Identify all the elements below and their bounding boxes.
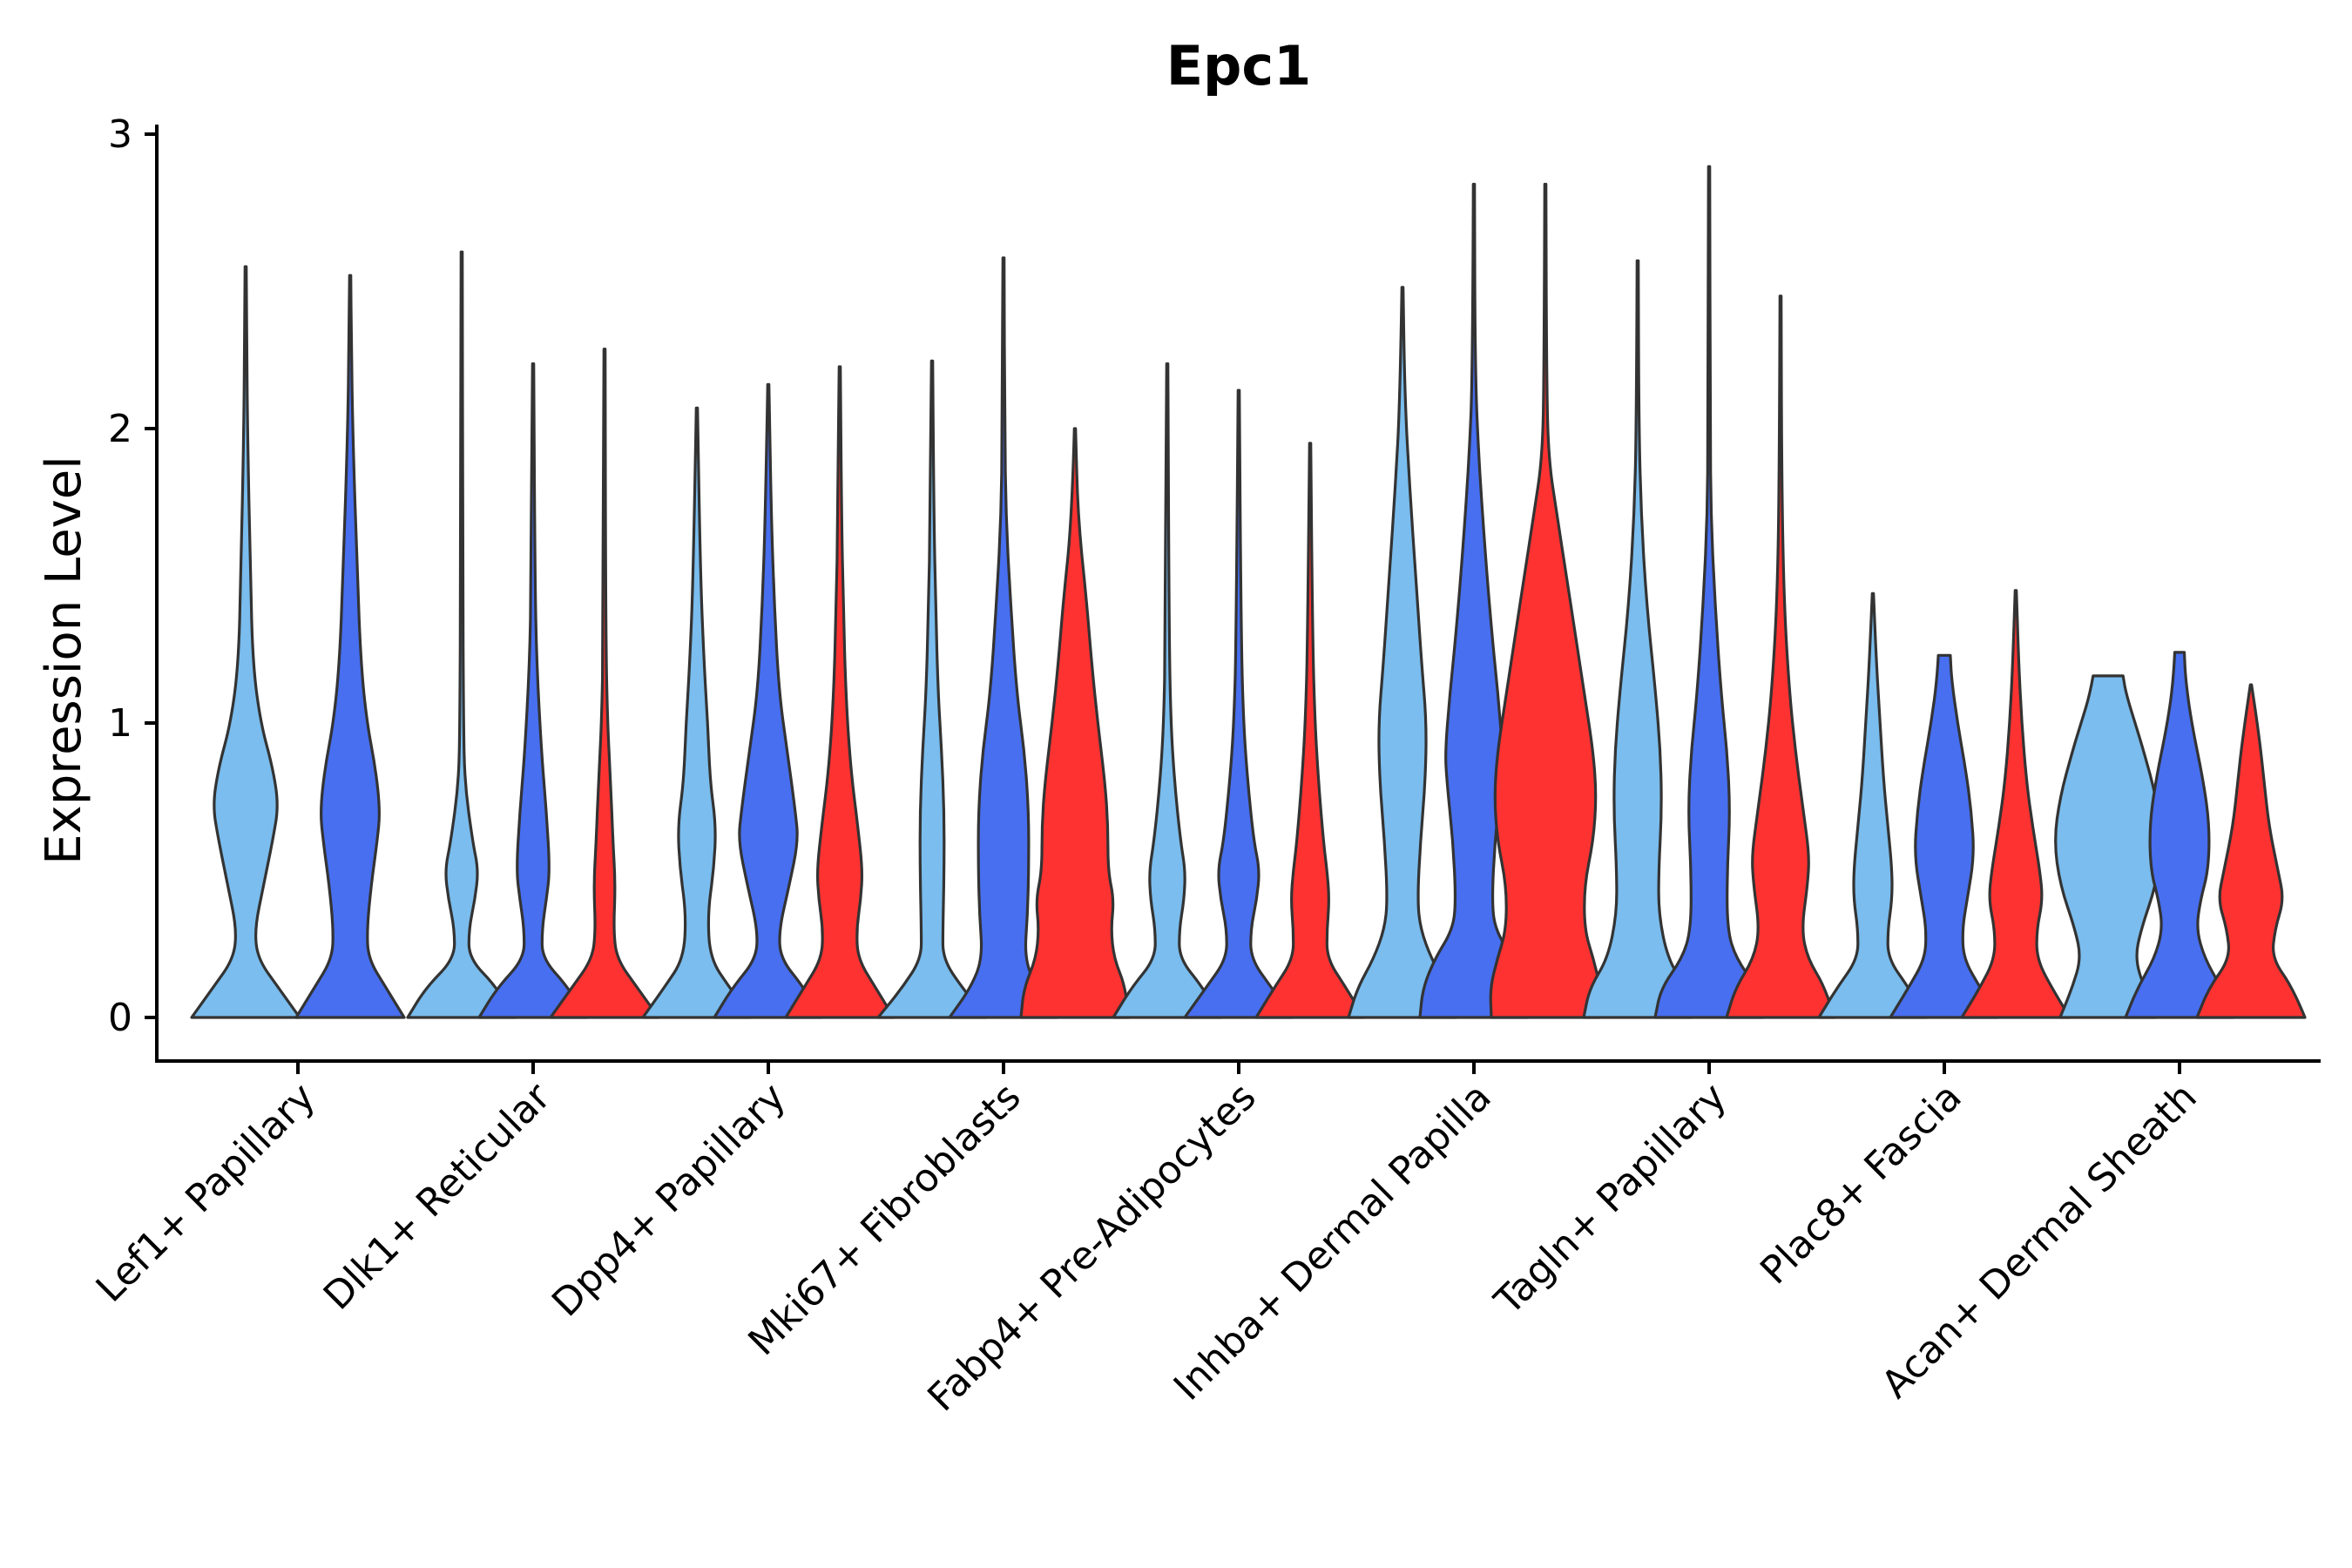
violin-1-0	[406, 250, 517, 1019]
violin-5-2	[1489, 182, 1601, 1019]
violin-3-0	[876, 359, 988, 1019]
violin-3-2	[1019, 427, 1131, 1019]
violin-8-2	[2195, 683, 2307, 1019]
y-axis-label: Expression Level	[36, 456, 92, 865]
violin-7-1	[1889, 653, 2000, 1019]
violin-2-2	[784, 365, 896, 1019]
chart-title: Epc1	[1166, 34, 1312, 98]
violin-7-0	[1817, 591, 1929, 1019]
x-tick-label: Lef1+ Papillary	[88, 1075, 324, 1311]
violin-6-0	[1582, 259, 1693, 1019]
violin-1-2	[549, 348, 660, 1019]
violin-4-0	[1112, 362, 1223, 1019]
violin-4-1	[1183, 389, 1294, 1019]
violin-0-0	[190, 265, 301, 1019]
violin-2-0	[641, 406, 753, 1019]
y-ticks: 0 1 2 3	[108, 112, 157, 1040]
violin-8-0	[2054, 674, 2162, 1019]
violin-8-1	[2124, 651, 2235, 1019]
violin-6-2	[1725, 294, 1836, 1019]
violin-4-2	[1254, 442, 1366, 1019]
y-tick-label: 2	[108, 407, 132, 451]
x-tick-label: Tagln+ Papillary	[1486, 1075, 1735, 1324]
violin-5-0	[1347, 286, 1458, 1019]
x-tick-label: Dlk1+ Reticular	[315, 1074, 560, 1319]
violin-5-1	[1418, 182, 1530, 1019]
violin-2-1	[713, 382, 824, 1019]
violin-series	[190, 165, 2307, 1019]
y-tick-label: 3	[108, 112, 132, 157]
x-tick-label: Plac8+ Fascia	[1752, 1075, 1970, 1294]
violin-0-1	[294, 274, 406, 1019]
y-tick-label: 1	[108, 701, 132, 746]
violin-3-1	[948, 256, 1059, 1019]
violin-1-1	[477, 362, 589, 1019]
y-tick-label: 0	[108, 996, 132, 1040]
violin-6-1	[1653, 165, 1765, 1019]
violin-7-2	[1960, 589, 2072, 1019]
x-tick-label: Dpp4+ Papillary	[544, 1075, 794, 1326]
